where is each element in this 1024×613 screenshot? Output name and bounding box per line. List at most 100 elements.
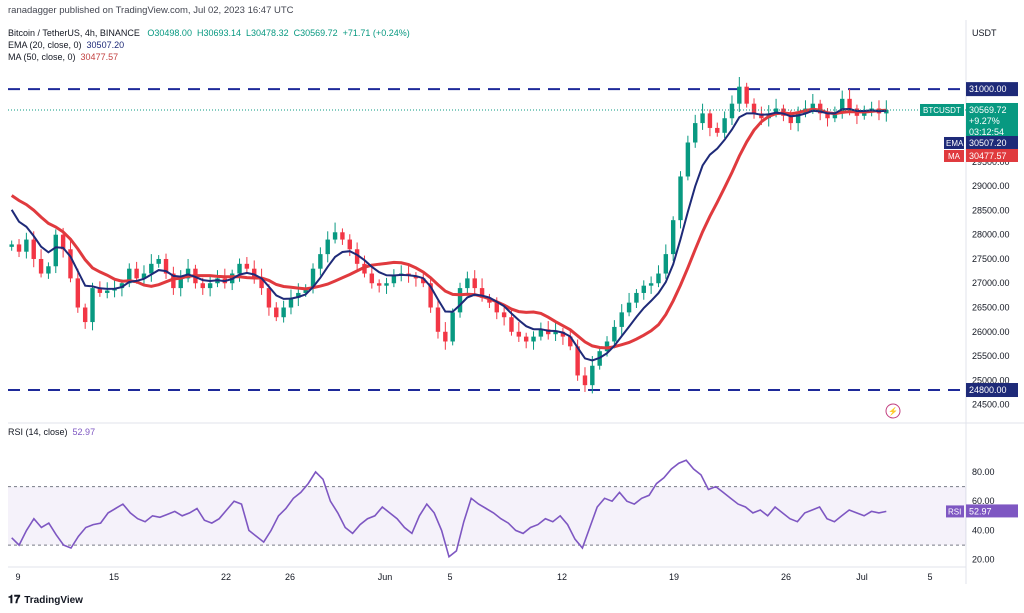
rsi-tag-value: 52.97: [969, 506, 992, 516]
ema-label: EMA (20, close, 0): [8, 40, 82, 50]
candle: [376, 283, 382, 286]
candle: [127, 268, 132, 284]
candle: [788, 115, 793, 124]
candle: [612, 326, 617, 342]
candle: [9, 244, 14, 247]
last-price-change: +9.27%: [969, 116, 1000, 126]
candle: [450, 312, 455, 342]
open-value: O30498.00: [147, 28, 192, 38]
candle: [604, 341, 610, 352]
high-value: H30693.14: [196, 28, 242, 38]
candle: [693, 123, 698, 143]
candle: [582, 375, 588, 386]
candle: [53, 234, 58, 267]
candle: [310, 268, 316, 289]
ma-value-tag: [966, 148, 1018, 162]
rsi-tag: [946, 505, 964, 518]
candle: [847, 98, 852, 109]
candle: [546, 329, 551, 335]
candle: [494, 302, 499, 313]
candle: [340, 232, 345, 240]
candle: [715, 127, 720, 133]
symbol-title[interactable]: Bitcoin / TetherUS, 4h, BINANCE: [8, 28, 140, 38]
candle: [443, 331, 448, 342]
candle: [648, 283, 654, 286]
rsi-band: [8, 486, 966, 546]
x-tick-label: 26: [781, 572, 791, 582]
y-tick-label: 29000.00: [972, 181, 1010, 191]
ema-legend[interactable]: EMA (20, close, 0) 30507.20: [8, 40, 124, 50]
tradingview-mark-icon: 𝟏𝟕: [8, 594, 21, 606]
candle: [773, 108, 779, 114]
candle: [156, 258, 161, 264]
candle: [274, 307, 279, 318]
y-tick-label: 24500.00: [972, 400, 1010, 410]
candle: [795, 113, 801, 124]
candle: [707, 113, 713, 128]
candle: [384, 283, 389, 286]
close-value: C30569.72: [293, 28, 338, 38]
candle: [501, 312, 507, 318]
candle: [60, 234, 66, 250]
candle: [421, 278, 426, 284]
rsi-y-tick-label: 20.00: [972, 555, 995, 565]
y-tick-label: 28000.00: [972, 230, 1010, 240]
last-price-value: 30569.72: [969, 105, 1007, 115]
candle: [237, 263, 242, 274]
publisher-line: ranadagger published on TradingView.com,…: [8, 5, 294, 16]
candle: [722, 118, 727, 133]
candle: [663, 254, 669, 274]
candle: [200, 283, 205, 289]
tradingview-logo[interactable]: 𝟏𝟕 TradingView: [8, 594, 83, 607]
rsi-value: 52.97: [72, 427, 96, 437]
ma-legend[interactable]: MA (50, close, 0) 30477.57: [8, 52, 118, 62]
candle: [90, 288, 95, 323]
ma-tag-label: MA: [948, 152, 961, 161]
candle: [817, 103, 823, 114]
candle: [516, 331, 522, 337]
ma-line: [10, 107, 887, 350]
candle: [171, 273, 176, 289]
x-tick-label: 5: [927, 572, 932, 582]
candle: [141, 273, 147, 279]
ohlc-legend: Bitcoin / TetherUS, 4h, BINANCE O30498.0…: [8, 28, 410, 38]
x-tick-label: 9: [15, 572, 20, 582]
candle: [178, 278, 183, 289]
ma-label: MA (50, close, 0): [8, 52, 76, 62]
x-tick-label: 5: [447, 572, 452, 582]
rsi-y-tick-label: 40.00: [972, 525, 995, 535]
currency-label: USDT: [972, 28, 997, 38]
ema-tag-label: EMA: [946, 139, 964, 148]
candle: [619, 312, 624, 327]
candle: [678, 176, 683, 221]
candle: [737, 86, 742, 104]
candle: [568, 336, 573, 347]
candle: [656, 273, 661, 284]
candle: [163, 258, 169, 274]
candle: [575, 346, 580, 376]
y-tick-label: 26500.00: [972, 303, 1010, 313]
candle: [641, 285, 646, 293]
candle: [435, 307, 441, 332]
candle: [16, 244, 22, 252]
candle: [288, 297, 294, 308]
last-price-countdown: 03:12:54: [969, 127, 1004, 137]
ema-tag-value: 30507.20: [969, 138, 1007, 148]
candle: [428, 283, 433, 308]
candle: [759, 113, 764, 119]
candle: [832, 113, 838, 119]
candle: [472, 278, 477, 289]
candle: [149, 263, 154, 274]
y-tick-label: 28500.00: [972, 205, 1010, 215]
rsi-legend[interactable]: RSI (14, close) 52.97: [8, 427, 95, 437]
last-price-tag: [966, 102, 1018, 139]
candle: [670, 220, 676, 255]
candle: [296, 292, 301, 298]
y-tick-label: 26000.00: [972, 327, 1010, 337]
ma-tag-value: 30477.57: [969, 151, 1007, 161]
rsi-y-tick-label: 60.00: [972, 496, 995, 506]
x-tick-label: 12: [557, 572, 567, 582]
candle: [134, 268, 139, 279]
y-tick-label: 27000.00: [972, 278, 1010, 288]
